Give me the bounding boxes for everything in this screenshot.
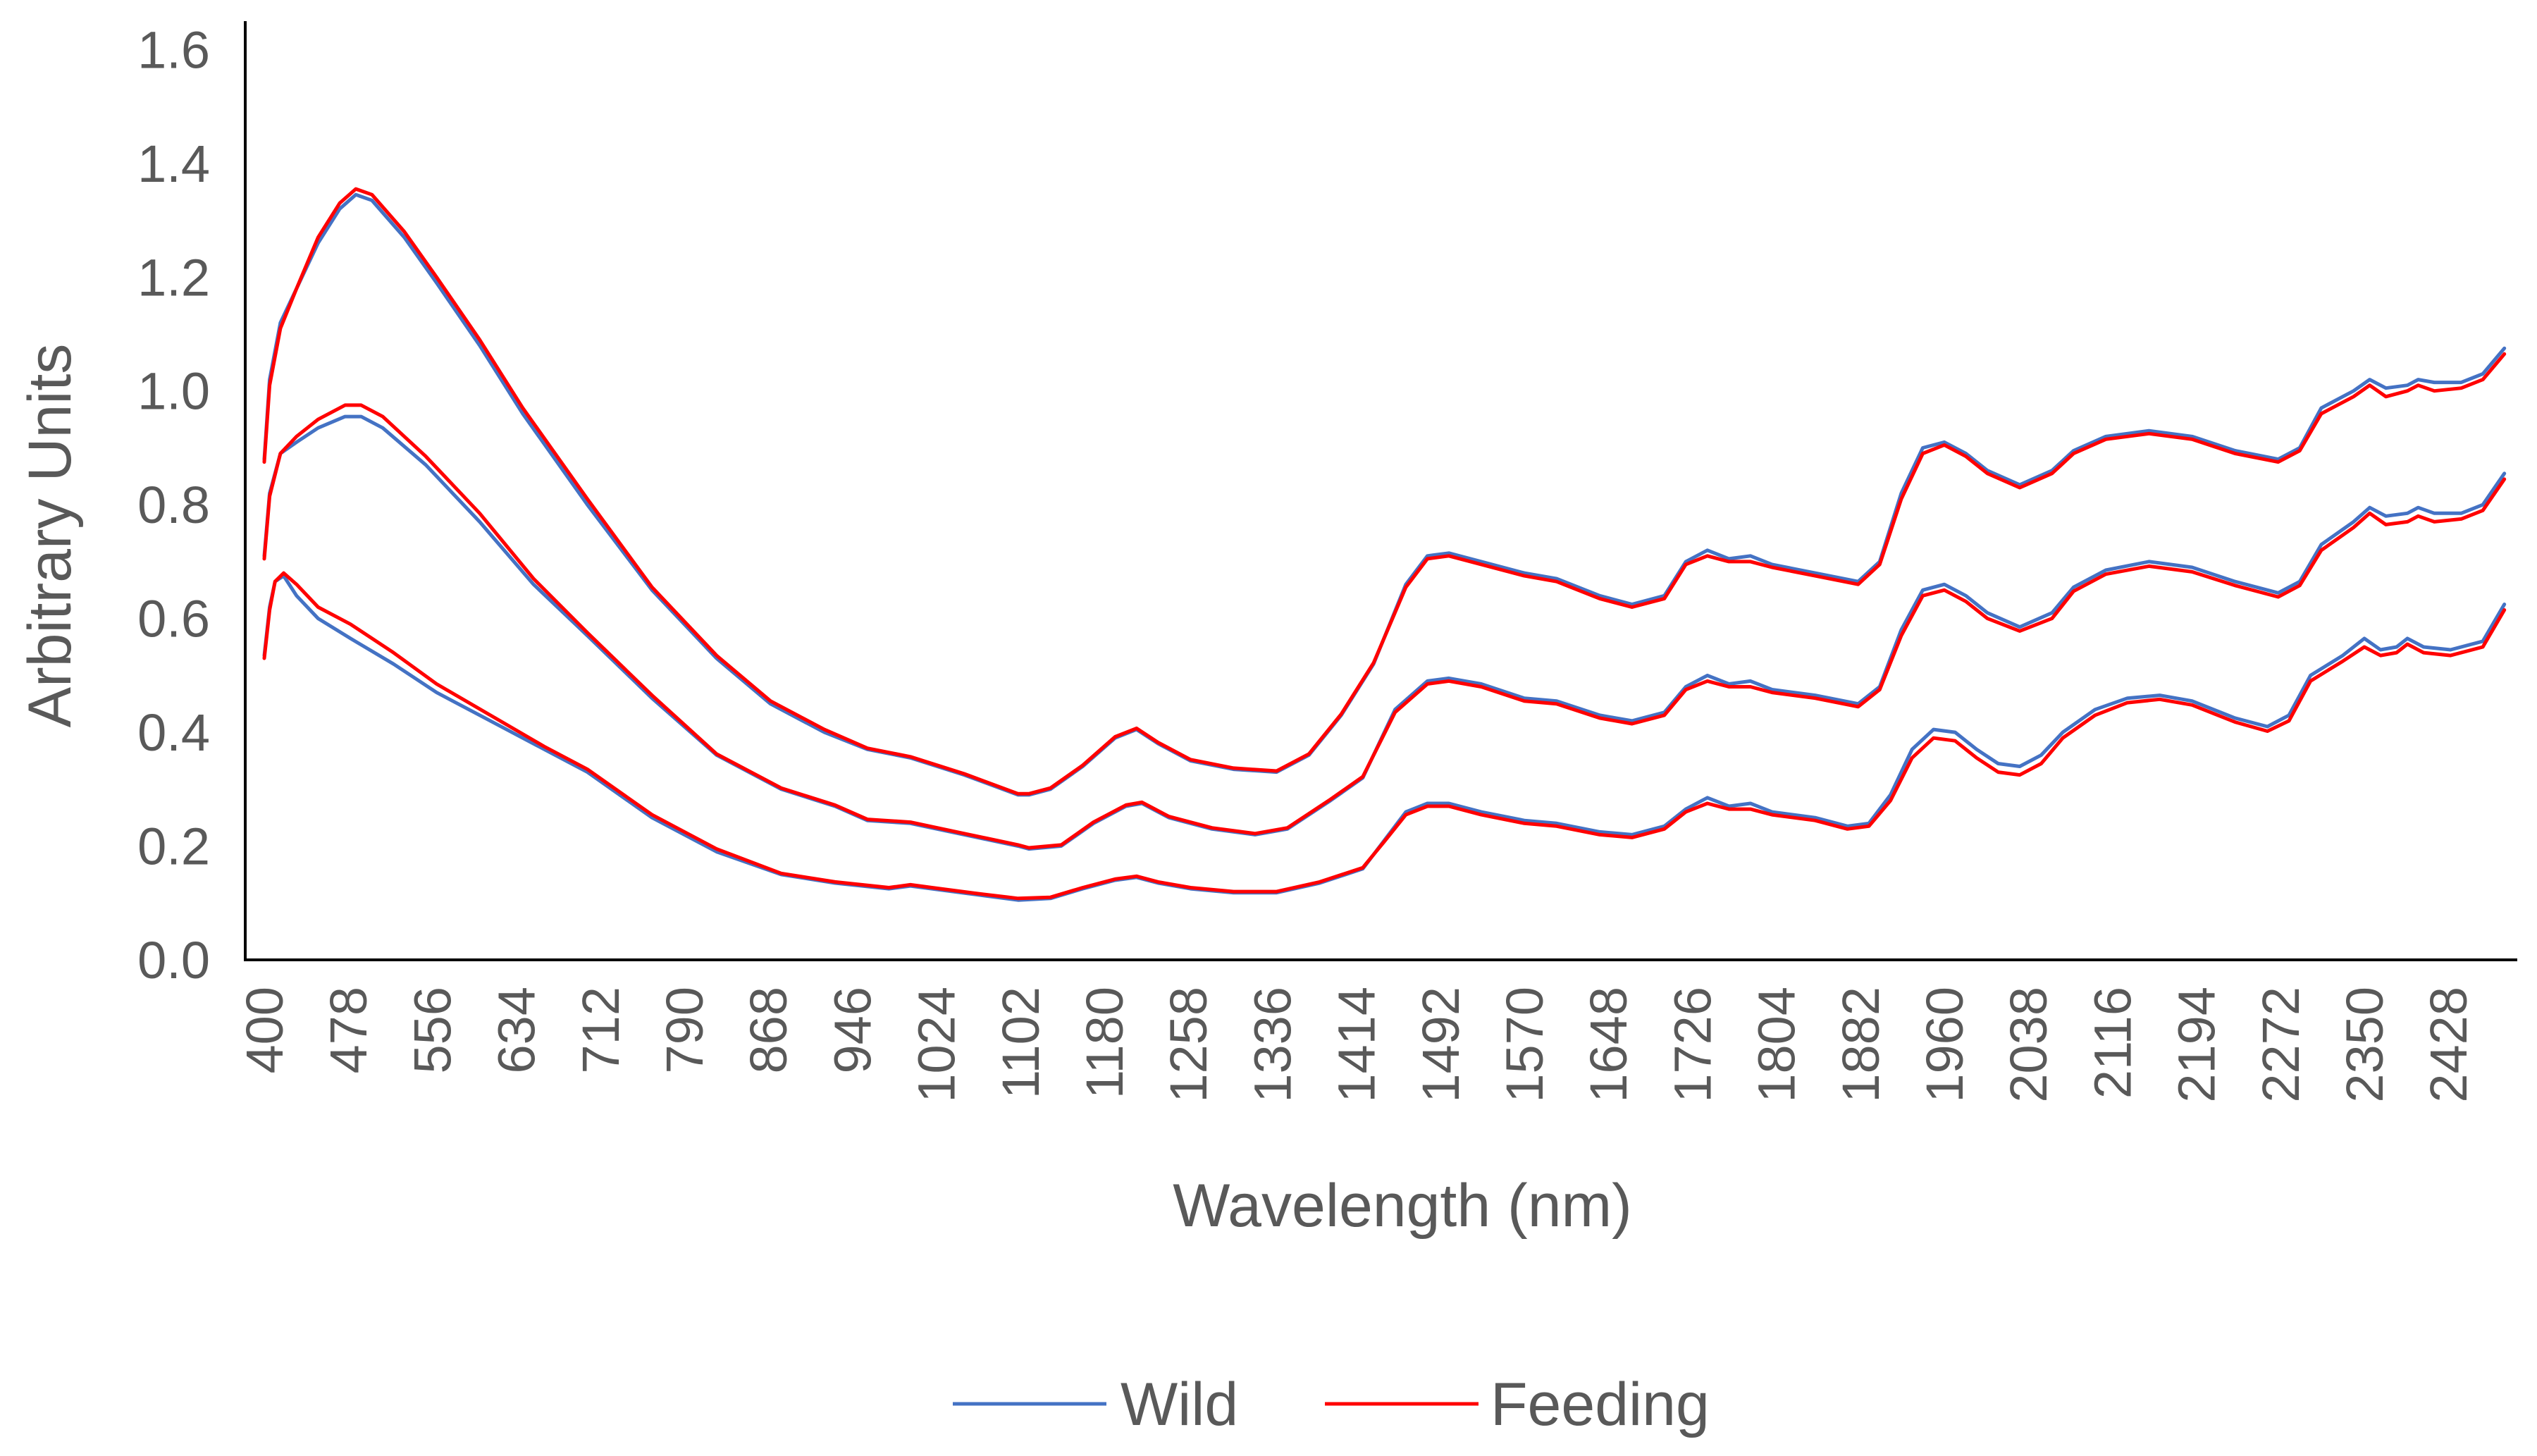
x-tick-label: 2038 [1999, 987, 2058, 1103]
series-line-feeding-upper [262, 187, 2507, 796]
series-line-wild-upper [262, 192, 2507, 797]
y-tick-label: 1.4 [137, 135, 210, 193]
y-tick-label: 0.2 [137, 818, 210, 876]
x-tick-label: 1102 [992, 987, 1050, 1099]
y-tick-label: 1.2 [137, 248, 210, 307]
y-tick-label: 0.6 [137, 590, 210, 648]
y-tick-labels: 0.0 0.2 0.4 0.6 0.8 1.0 1.2 1.4 1.6 [137, 20, 210, 989]
x-tick-label: 1882 [1832, 987, 1890, 1103]
series-line-feeding-middle [262, 403, 2507, 850]
x-axis-title: Wavelength (nm) [1173, 1172, 1632, 1240]
legend-label-feeding: Feeding [1490, 1371, 1710, 1438]
x-tick-label: 1414 [1328, 987, 1386, 1103]
x-tick-label: 400 [235, 987, 294, 1073]
y-tick-label: 0.8 [137, 476, 210, 534]
y-tick-label: 0.4 [137, 703, 210, 762]
series-line-wild-lower [262, 574, 2507, 902]
x-tick-label: 556 [403, 987, 462, 1073]
x-tick-label: 790 [655, 987, 714, 1073]
series-line-feeding-lower [262, 571, 2507, 901]
x-tick-label: 946 [823, 987, 882, 1073]
x-tick-label: 2194 [2168, 987, 2226, 1103]
x-tick-label: 2116 [2083, 987, 2142, 1099]
legend: Wild Feeding [953, 1371, 1710, 1438]
x-tick-label: 2272 [2252, 987, 2310, 1103]
x-tick-label: 1804 [1748, 987, 1806, 1103]
x-tick-label: 1180 [1075, 987, 1134, 1099]
y-tick-label: 0.0 [137, 931, 210, 989]
x-tick-label: 1648 [1579, 987, 1638, 1103]
y-tick-label: 1.0 [137, 362, 210, 421]
x-tick-label: 1336 [1243, 987, 1302, 1103]
x-tick-label: 2428 [2419, 987, 2478, 1103]
legend-label-wild: Wild [1121, 1371, 1238, 1438]
y-axis-title: Arbitrary Units [16, 344, 84, 728]
x-tick-label: 1024 [908, 987, 966, 1103]
x-tick-label: 1570 [1495, 987, 1554, 1103]
x-tick-label: 1492 [1412, 987, 1470, 1103]
y-tick-label: 1.6 [137, 20, 210, 79]
x-tick-labels: 400 478 556 634 712 790 868 946 1024 1102 1180 1258… [235, 987, 2478, 1103]
x-tick-label: 712 [572, 987, 630, 1073]
x-tick-label: 868 [739, 987, 798, 1073]
x-tick-label: 1960 [1915, 987, 1974, 1103]
x-tick-label: 1726 [1663, 987, 1722, 1103]
x-tick-label: 478 [319, 987, 378, 1073]
x-tick-label: 634 [488, 987, 546, 1073]
x-tick-label: 2350 [2335, 987, 2394, 1103]
series-layer [262, 187, 2507, 902]
x-tick-label: 1258 [1159, 987, 1218, 1103]
series-line-wild-middle [262, 414, 2507, 851]
